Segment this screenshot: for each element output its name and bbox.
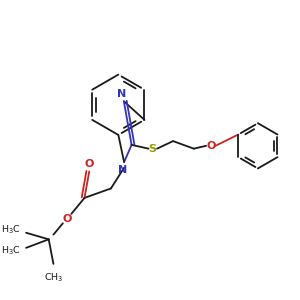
Text: CH$_3$: CH$_3$ <box>44 272 63 284</box>
Text: S: S <box>148 144 156 154</box>
Text: O: O <box>63 214 72 224</box>
Text: H$_3$C: H$_3$C <box>1 244 20 257</box>
Text: O: O <box>85 159 94 169</box>
Text: N: N <box>118 165 127 175</box>
Text: N: N <box>117 89 127 99</box>
Text: H$_3$C: H$_3$C <box>1 224 20 236</box>
Text: O: O <box>206 141 215 151</box>
